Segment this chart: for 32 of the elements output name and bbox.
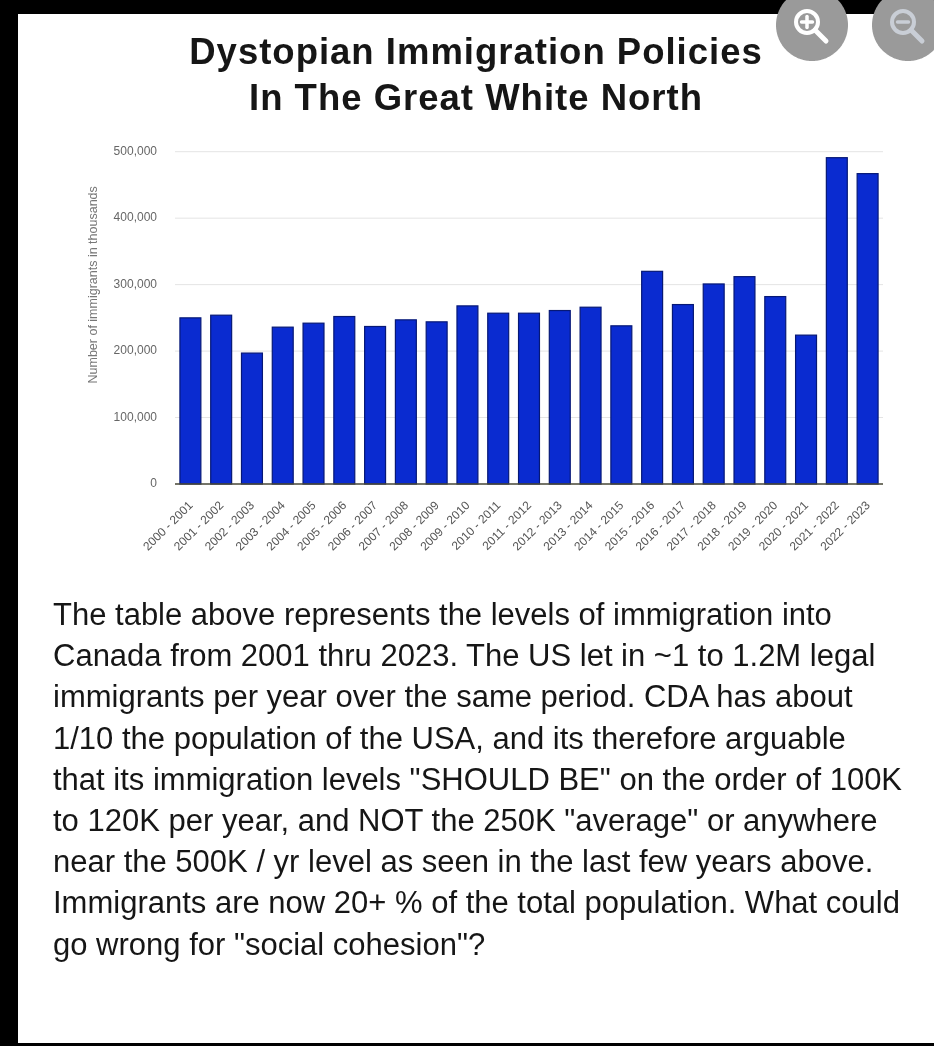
bar: [210, 314, 233, 485]
bar: [671, 303, 694, 485]
bar: [702, 283, 725, 485]
y-tick-label: 200,000: [113, 343, 158, 358]
y-tick-label: 100,000: [113, 409, 158, 424]
bar: [641, 270, 664, 485]
bar: [271, 326, 294, 485]
bar: [179, 317, 202, 485]
bar: [302, 322, 325, 485]
y-tick-label: 500,000: [113, 143, 158, 158]
bar: [456, 305, 479, 485]
bar: [610, 325, 633, 485]
bar: [487, 312, 510, 485]
bar: [548, 309, 571, 485]
bar: [517, 312, 541, 485]
y-axis-title: Number of immigrants in thousands: [86, 186, 101, 384]
bar: [425, 321, 448, 485]
bar: [764, 295, 787, 485]
bar: [333, 315, 356, 485]
bar: [856, 173, 879, 485]
text: The table above represents the levels of immigration into Canada from 2001 thru 2023. The US let in ~1 to 1.2M legal immigrants per year over the same period. CDA has about 1/10 the population of the USA, and its therefore arguable that its immigration levels "SHOULD BE" on the order of 100K to 120K per year, and NOT the 250K "average" or anywhere near the 500K / yr level as seen in the last few years above. Immigrants are now 20+ % of the total population. What could go wrong for "social cohesion"?: [53, 597, 903, 962]
bar: [394, 319, 417, 485]
bar: [733, 276, 756, 485]
y-tick-label: 400,000: [113, 210, 158, 225]
bar: [825, 157, 848, 485]
bar: [579, 306, 602, 485]
bar: [240, 352, 264, 485]
bar: [364, 325, 387, 485]
bar: [794, 334, 818, 485]
y-tick-label: 300,000: [113, 276, 158, 291]
y-tick-label: 0: [150, 476, 158, 491]
chart-title: Dystopian Immigration Policies In The Great White North: [189, 31, 763, 118]
